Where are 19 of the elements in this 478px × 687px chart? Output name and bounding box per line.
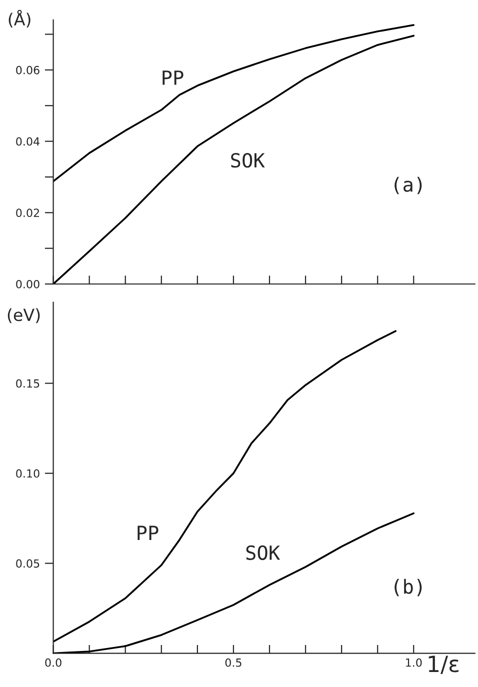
annotation: (a)	[394, 176, 422, 194]
series-label: SOK	[231, 152, 265, 168]
series-label: PP	[138, 526, 158, 540]
y-tick-label: 0.00	[16, 280, 40, 288]
y-tick-label: 0.10	[16, 469, 40, 478]
y-tick-label: 0.04	[16, 137, 40, 146]
x-tick-label: 1.0	[406, 658, 422, 667]
y-tick-label: 0.06	[16, 66, 40, 74]
series-label: PP	[162, 70, 184, 85]
y-tick-label: 0.02	[16, 208, 39, 218]
x-axis-title: 1/ε	[428, 656, 459, 674]
y-axis-title: (Å)	[8, 10, 30, 28]
y-tick-label: 0.05	[16, 559, 40, 568]
x-tick-label: 0.5	[225, 658, 242, 667]
x-tick-label: 0.0	[45, 658, 62, 667]
y-axis-title: (eV)	[8, 308, 40, 324]
y-tick-label: 0.15	[16, 379, 40, 388]
series-label: SOK	[246, 545, 280, 560]
annotation: (b)	[394, 578, 422, 596]
